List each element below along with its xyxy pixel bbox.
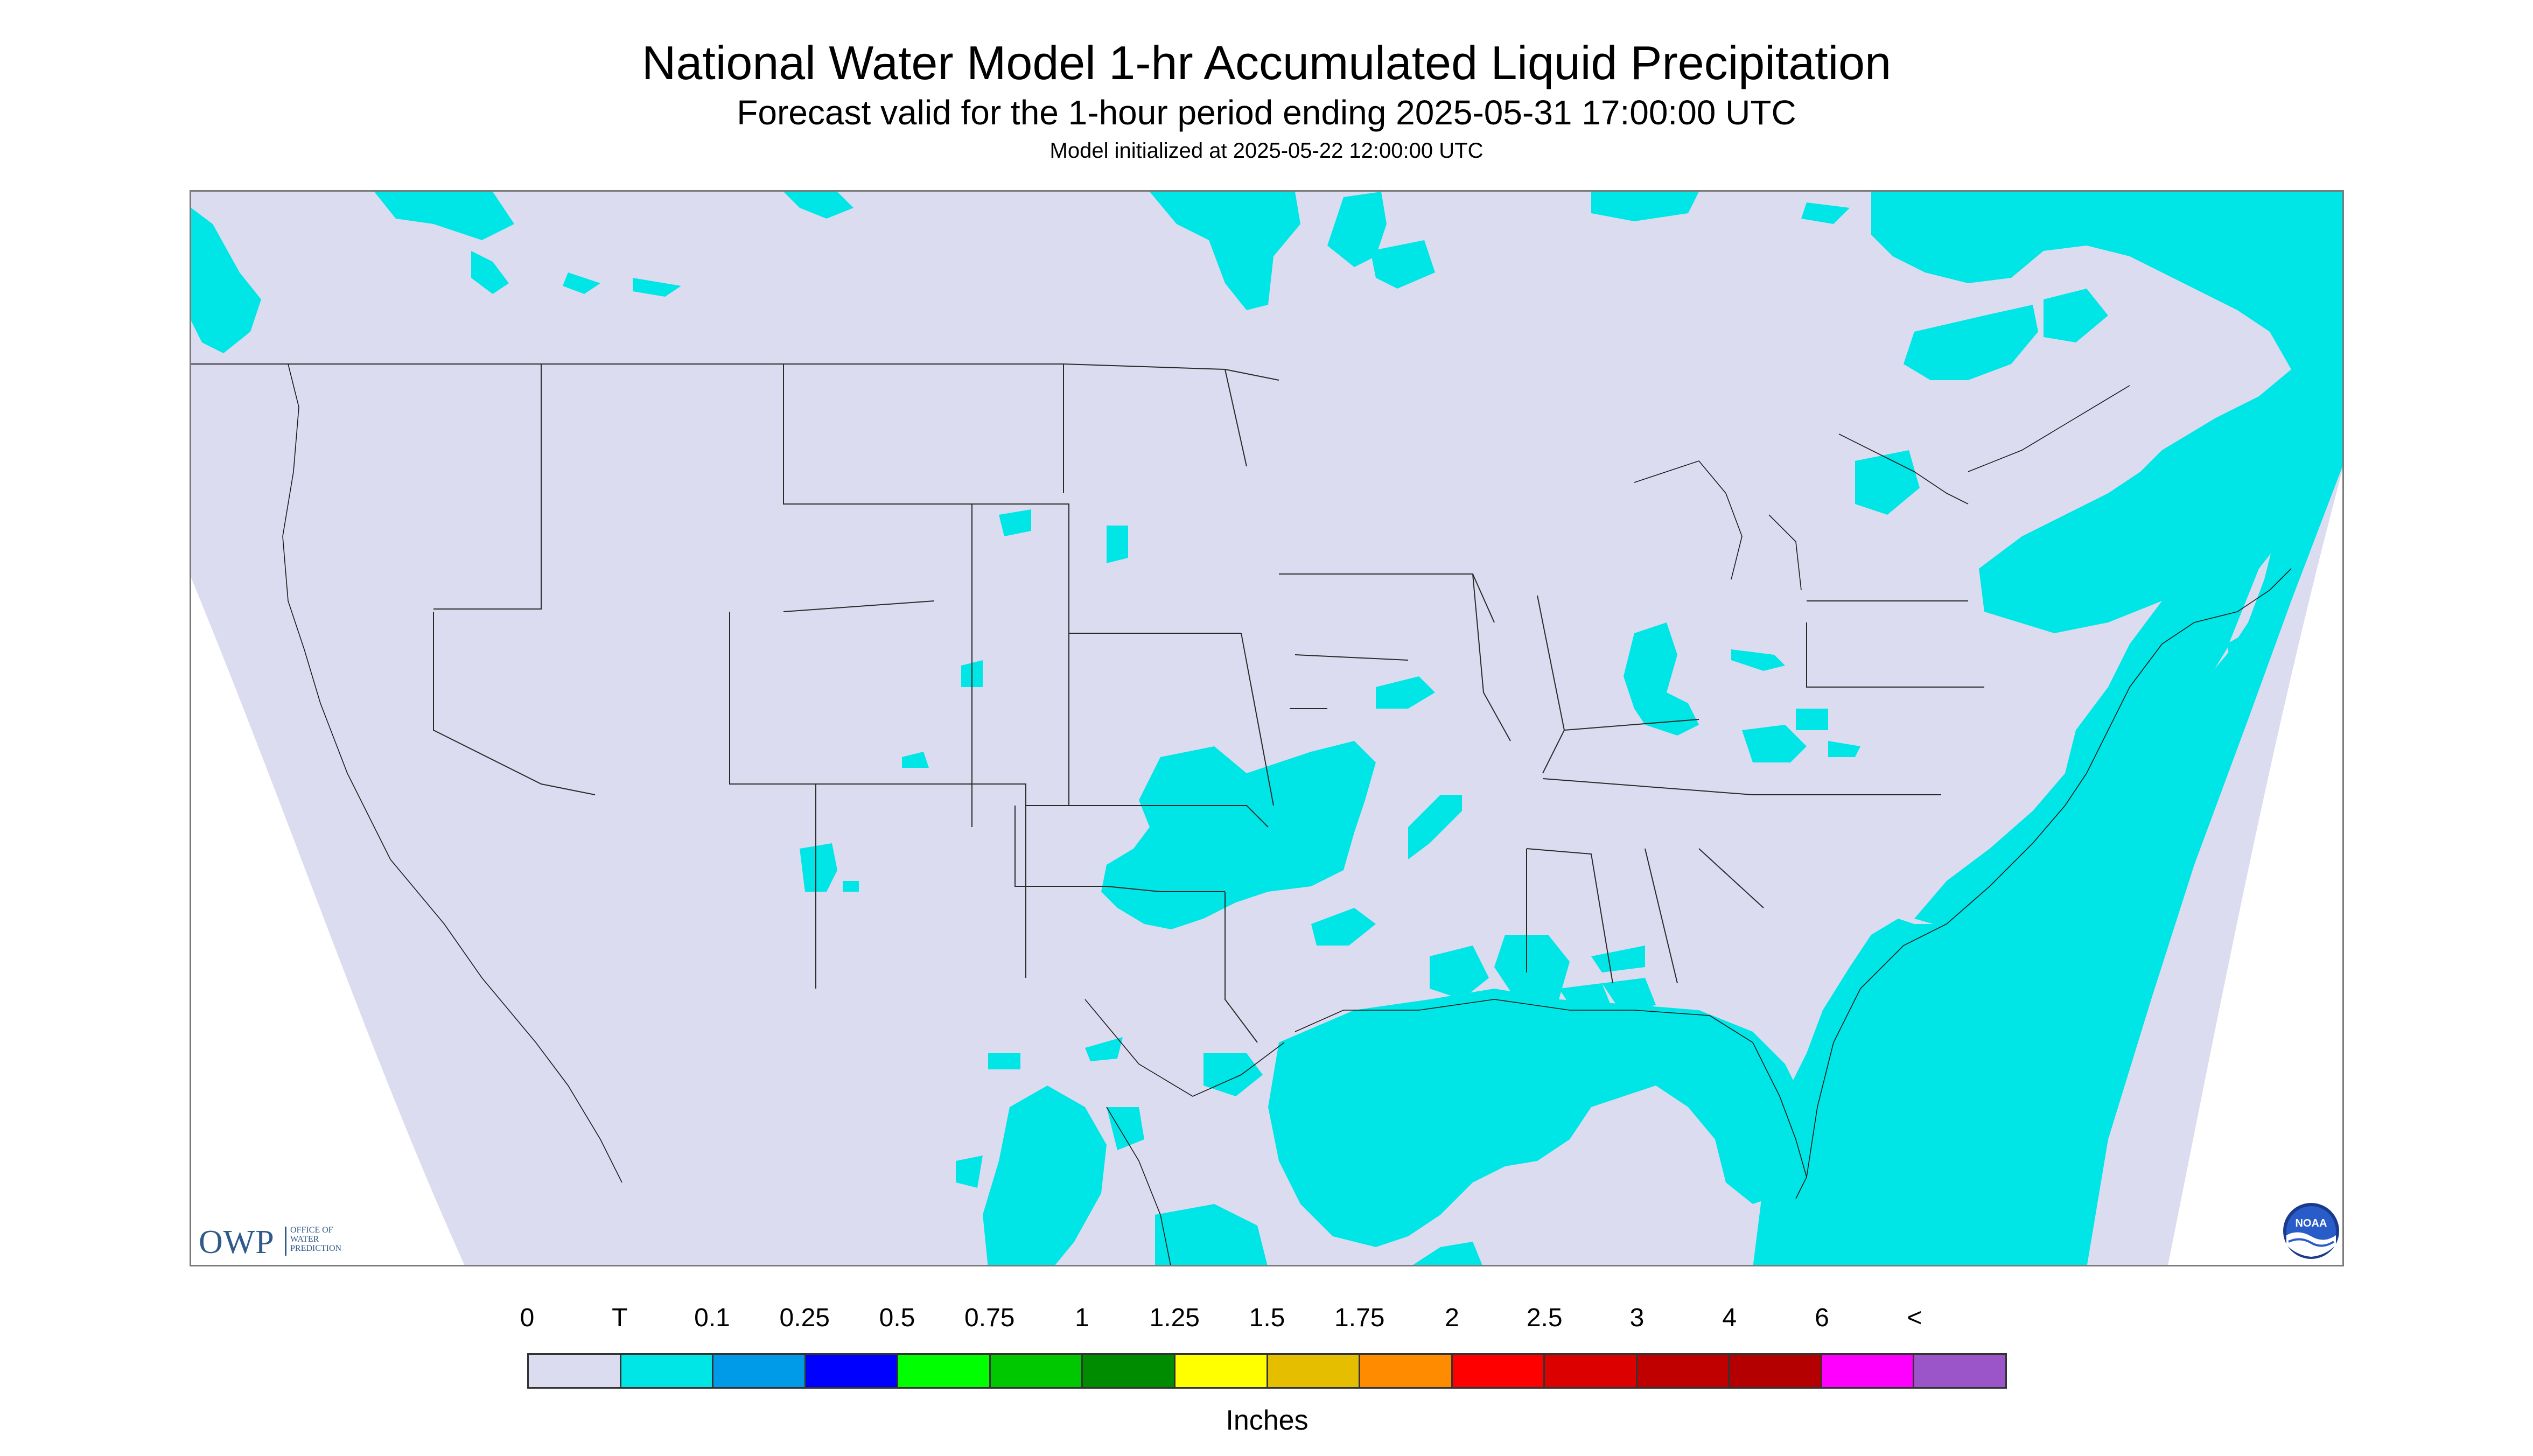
- legend-tick-label: 0.5: [879, 1304, 915, 1332]
- conus-domain: [191, 192, 2342, 1265]
- legend-tick-label: 6: [1815, 1304, 1829, 1332]
- legend-swatch: [1175, 1355, 1268, 1387]
- legend-units-label: Inches: [1226, 1405, 1309, 1436]
- legend-swatch: [1360, 1355, 1453, 1387]
- owp-logo: OWP OFFICE OF WATER PREDICTION: [199, 1222, 371, 1261]
- forecast-valid-subtitle: Forecast valid for the 1-hour period end…: [737, 93, 1796, 132]
- map-title: National Water Model 1-hr Accumulated Li…: [641, 36, 1892, 89]
- political-boundaries: [191, 363, 1984, 1043]
- legend-colorbar: [527, 1353, 2007, 1389]
- legend-swatch: [1822, 1355, 1915, 1387]
- legend-swatch: [1545, 1355, 1638, 1387]
- legend-tick-label: 0: [520, 1304, 535, 1332]
- owp-subtext-line: OFFICE OF: [290, 1226, 333, 1235]
- legend-tick-label: T: [612, 1304, 628, 1332]
- legend-tick-label: 0.75: [964, 1304, 1015, 1332]
- legend-swatch: [898, 1355, 991, 1387]
- precipitation-map: [190, 190, 2344, 1266]
- precip-legend: 0 T 0.1 0.25 0.5 0.75 1 1.25 1.5 1.75 2 2.5 3 4 6 < Inc…: [520, 1303, 2007, 1443]
- legend-tick-label: 1.75: [1334, 1304, 1385, 1332]
- legend-tick-label: 2: [1445, 1304, 1459, 1332]
- legend-swatch: [990, 1355, 1083, 1387]
- legend-tick-label: 0.25: [779, 1304, 830, 1332]
- map-canvas: [191, 192, 2342, 1265]
- legend-swatch: [529, 1355, 621, 1387]
- legend-tick-label: 1: [1075, 1304, 1089, 1332]
- noaa-text: NOAA: [2296, 1217, 2327, 1229]
- legend-swatch: [621, 1355, 714, 1387]
- legend-tick-label: 0.1: [694, 1304, 730, 1332]
- noaa-logo: NOAA: [2282, 1202, 2340, 1260]
- legend-tick-label: 3: [1629, 1304, 1645, 1332]
- owp-subtext-line: WATER: [290, 1235, 319, 1244]
- legend-swatch: [1637, 1355, 1730, 1387]
- legend-tick-label: 2.5: [1526, 1304, 1563, 1332]
- legend-swatch: [1730, 1355, 1822, 1387]
- owp-logo-subtext: OFFICE OF WATER PREDICTION: [290, 1226, 371, 1253]
- legend-swatch: [713, 1355, 806, 1387]
- owp-logo-letters: OWP: [199, 1224, 275, 1261]
- legend-swatch: [1083, 1355, 1175, 1387]
- legend-tick-label: <: [1907, 1304, 1922, 1332]
- owp-logo-divider: [285, 1227, 286, 1256]
- legend-swatch: [806, 1355, 899, 1387]
- precip-trace-areas: [191, 192, 2342, 1265]
- noaa-emblem: NOAA: [2283, 1203, 2339, 1259]
- coastlines: [282, 363, 2292, 1265]
- legend-swatch: [1452, 1355, 1545, 1387]
- legend-swatch: [1914, 1355, 2005, 1387]
- model-init-line: Model initialized at 2025-05-22 12:00:00…: [1049, 139, 1484, 163]
- owp-subtext-line: PREDICTION: [290, 1244, 342, 1253]
- legend-tick-label: 4: [1722, 1304, 1737, 1332]
- legend-tick-label: 1.5: [1249, 1304, 1285, 1332]
- legend-swatch: [1268, 1355, 1361, 1387]
- legend-tick-label: 1.25: [1149, 1304, 1200, 1332]
